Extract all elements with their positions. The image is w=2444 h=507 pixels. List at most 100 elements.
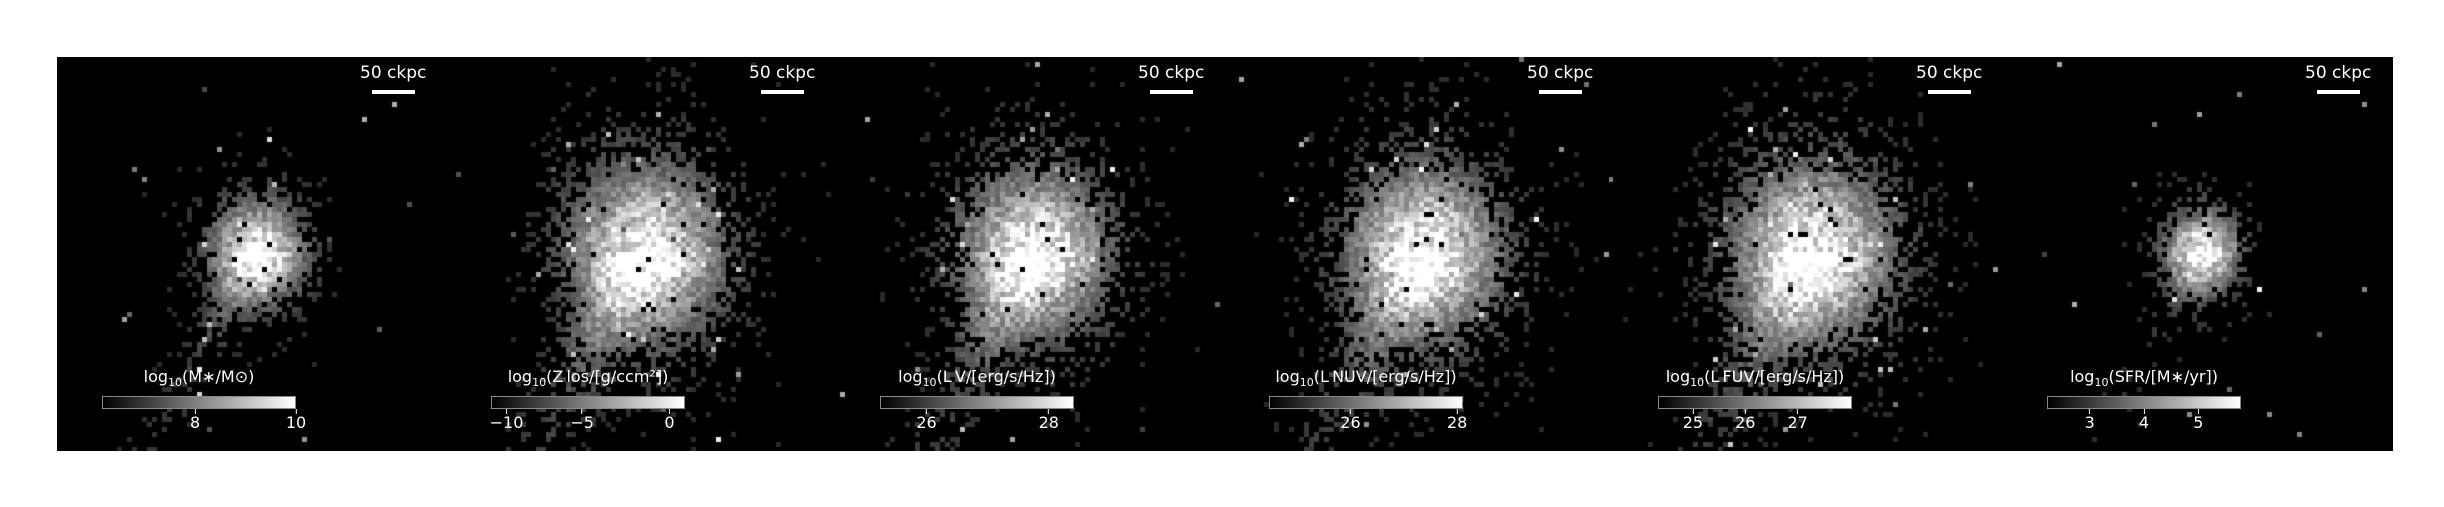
map-panel: 50 ckpc log10(SFR/[M∗/yr]) 3 4 5 — [2002, 57, 2391, 451]
colorbar-ticks: 25 26 27 — [1658, 409, 1852, 433]
galaxy-map-image — [835, 57, 1224, 451]
colorbar-tick-mark — [2089, 409, 2091, 415]
colorbar-tick-mark — [1744, 409, 1746, 415]
map-panel: 50 ckpc log10(L V/[erg/s/Hz]) 26 28 — [835, 57, 1224, 451]
colorbar-tick-label: −10 — [489, 413, 524, 433]
colorbar-tick-mark — [668, 409, 670, 415]
colorbar-gradient — [2047, 396, 2241, 410]
colorbar-tick-mark — [1048, 409, 1050, 415]
colorbar-tick-mark — [2197, 409, 2199, 415]
colorbar-tick: 26 — [916, 409, 937, 433]
scale-bar: 50 ckpc — [749, 63, 815, 94]
colorbar-tick-label: 27 — [1787, 413, 1808, 433]
galaxy-map-image — [1613, 57, 2002, 451]
colorbar-title-subscript: 10 — [922, 376, 937, 390]
colorbar: log10(L FUV/[erg/s/Hz]) 25 26 27 — [1658, 367, 1852, 433]
colorbar-tick-mark — [1456, 409, 1458, 415]
image-strip: 50 ckpc log10(M∗/M⊙) 8 10 50 ckpc log10(Z los… — [57, 57, 2393, 451]
scale-bar: 50 ckpc — [1916, 63, 1982, 94]
colorbar-title: log10(M∗/M⊙) — [102, 367, 296, 393]
colorbar-title-prefix: log — [507, 367, 533, 386]
colorbar-tick-label: 26 — [916, 413, 937, 433]
colorbar-tick-label: 26 — [1735, 413, 1756, 433]
colorbar-tick: 27 — [1787, 409, 1808, 433]
map-panel: 50 ckpc log10(M∗/M⊙) 8 10 — [57, 57, 446, 451]
colorbar-tick-label: 28 — [1446, 413, 1468, 433]
colorbar-ticks: 8 10 — [102, 409, 306, 432]
colorbar-title: log10(SFR/[M∗/yr]) — [2047, 367, 2241, 393]
scale-bar: 50 ckpc — [1527, 63, 1593, 94]
colorbar-tick: −10 — [489, 409, 524, 433]
scale-bar-line — [1927, 90, 1971, 94]
colorbar-tick-label: 8 — [190, 413, 201, 433]
colorbar-title-subscript: 10 — [1690, 376, 1705, 390]
colorbar-tick-mark — [295, 409, 297, 415]
colorbar-title-prefix: log — [898, 367, 923, 386]
colorbar-title-subscript: 10 — [1299, 376, 1314, 390]
colorbar-title: log10(Z los/[g/ccm²]) — [491, 367, 685, 393]
colorbar-tick: 8 — [190, 409, 200, 432]
scale-bar-label: 50 ckpc — [749, 63, 816, 83]
colorbar-tick-mark — [506, 409, 508, 415]
colorbar-gradient — [1269, 396, 1463, 410]
colorbar-title-subscript: 10 — [532, 376, 547, 390]
colorbar-title-quantity: (L V/[erg/s/Hz]) — [936, 367, 1056, 386]
colorbar-gradient — [880, 396, 1074, 410]
colorbar: log10(L V/[erg/s/Hz]) 26 28 — [880, 367, 1074, 433]
colorbar-title-quantity: (L NUV/[erg/s/Hz]) — [1313, 367, 1457, 386]
colorbar-tick-label: 28 — [1038, 413, 1059, 433]
colorbar-tick-mark — [1349, 409, 1351, 415]
map-panel: 50 ckpc log10(L FUV/[erg/s/Hz]) 25 26 27 — [1613, 57, 2002, 451]
colorbar-tick-label: 5 — [2193, 413, 2204, 433]
colorbar-tick: 3 — [2085, 409, 2095, 432]
colorbar-ticks: 26 28 — [880, 409, 1074, 433]
scale-bar-line — [2316, 90, 2360, 94]
colorbar-tick-label: 0 — [664, 413, 675, 433]
colorbar-tick-mark — [194, 409, 196, 415]
scale-bar-line — [1538, 90, 1582, 94]
colorbar-tick: 10 — [286, 409, 306, 432]
colorbar-tick: 26 — [1340, 409, 1361, 432]
galaxy-map-image — [57, 57, 446, 451]
scale-bar-label: 50 ckpc — [1916, 63, 1983, 83]
map-panel: 50 ckpc log10(Z los/[g/ccm²]) −10 −5 0 — [446, 57, 835, 451]
colorbar-tick-mark — [2143, 409, 2145, 415]
galaxy-map-image — [2002, 57, 2391, 451]
colorbar-tick: 28 — [1039, 409, 1059, 432]
colorbar-title-quantity: (L FUV/[erg/s/Hz]) — [1704, 367, 1845, 386]
colorbar-tick-mark — [1692, 409, 1694, 415]
scale-bar-label: 50 ckpc — [1138, 63, 1205, 83]
colorbar-title-subscript: 10 — [168, 376, 183, 390]
colorbar-gradient — [1658, 396, 1852, 410]
galaxy-map-image — [446, 57, 835, 451]
colorbar-title: log10(L V/[erg/s/Hz]) — [880, 367, 1074, 393]
map-panel: 50 ckpc log10(L NUV/[erg/s/Hz]) 26 28 — [1224, 57, 1613, 451]
colorbar-title: log10(L NUV/[erg/s/Hz]) — [1269, 367, 1463, 393]
colorbar-tick: 25 — [1683, 409, 1703, 432]
colorbar-title-prefix: log — [1275, 367, 1300, 386]
colorbar-title-quantity: (SFR/[M∗/yr]) — [2108, 367, 2218, 386]
colorbar-title-prefix: log — [143, 367, 169, 386]
colorbar-tick-mark — [926, 409, 928, 415]
scale-bar: 50 ckpc — [1138, 63, 1204, 94]
colorbar: log10(SFR/[M∗/yr]) 3 4 5 — [2047, 367, 2241, 433]
scale-bar-label: 50 ckpc — [360, 63, 427, 83]
colorbar-tick: 26 — [1735, 409, 1755, 432]
colorbar-title-quantity: (M∗/M⊙) — [182, 367, 255, 386]
colorbar-title-quantity: (Z los/[g/ccm²]) — [546, 367, 669, 386]
scale-bar-line — [760, 90, 804, 94]
colorbar-title-prefix: log — [2070, 367, 2095, 386]
scale-bar-line — [371, 90, 415, 94]
colorbar-tick: 5 — [2193, 409, 2203, 432]
colorbar-ticks: 3 4 5 — [2047, 409, 2241, 433]
colorbar-ticks: −10 −5 0 — [489, 409, 685, 433]
colorbar-tick-label: −5 — [570, 413, 594, 433]
colorbar-tick-label: 4 — [2138, 413, 2150, 433]
colorbar: log10(M∗/M⊙) 8 10 — [102, 367, 306, 432]
colorbar-tick: 0 — [664, 409, 675, 433]
colorbar-tick-label: 3 — [2084, 413, 2095, 433]
galaxy-map-image — [1224, 57, 1613, 451]
scale-bar: 50 ckpc — [360, 63, 426, 94]
colorbar-title-subscript: 10 — [2094, 376, 2109, 390]
colorbar-ticks: 26 28 — [1269, 409, 1467, 432]
